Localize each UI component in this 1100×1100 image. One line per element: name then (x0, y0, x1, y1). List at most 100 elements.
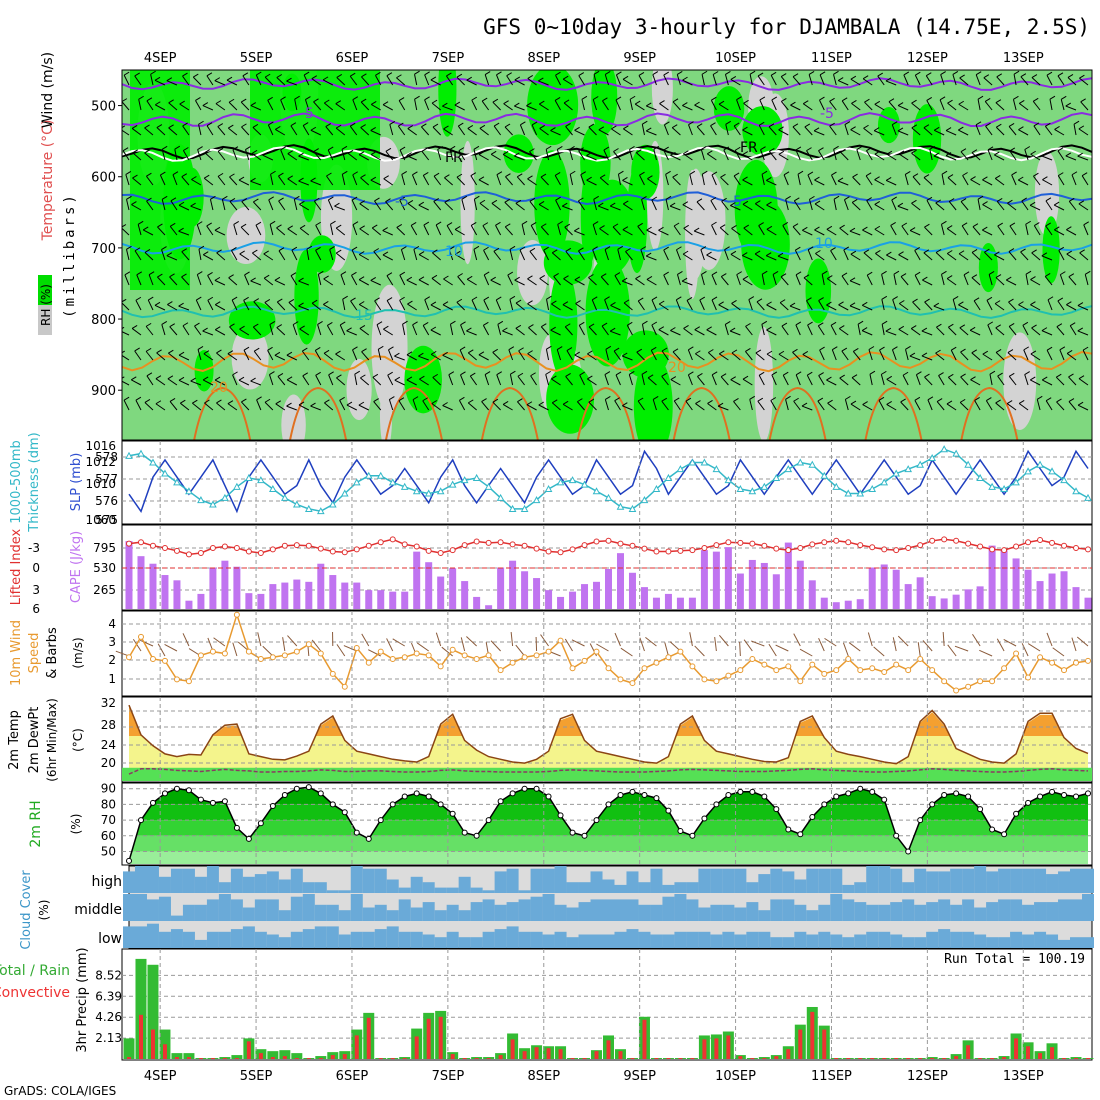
wind-barb-flag (730, 376, 736, 381)
cloud-bar (578, 934, 591, 948)
wind-barb-flag (233, 221, 240, 225)
wind10-speed-series (126, 611, 1091, 694)
wind10-barb (361, 633, 370, 647)
wind-barb (229, 176, 238, 186)
wind-barb (663, 274, 669, 286)
cloud-bar (866, 866, 879, 893)
wind-barb-flag (387, 371, 393, 376)
wind-barb (641, 324, 645, 336)
wind-barb-flag (497, 320, 504, 325)
series-point (497, 798, 504, 805)
tick-label: 576 (95, 494, 118, 508)
wind-barb (866, 274, 873, 286)
cloud-bar (566, 882, 579, 893)
wind-barb-flag (502, 400, 509, 405)
cloud-bar (482, 899, 495, 921)
cloud-bar (842, 937, 855, 948)
wind-barb-flag (505, 223, 511, 228)
wind-barb-flag (780, 73, 787, 78)
series-point (424, 489, 433, 497)
wind-barb-flag (214, 77, 221, 82)
series-point (317, 545, 324, 552)
wind-barb-flag (146, 172, 152, 177)
series-point (557, 812, 564, 819)
wind-barb-flag (1045, 197, 1052, 202)
wind-barb (179, 402, 190, 411)
wind-barb (456, 301, 466, 311)
wind-barb-flag (412, 171, 418, 176)
series-point (965, 540, 972, 547)
wind-barb-flag (1085, 270, 1091, 275)
wind-barb-flag (945, 152, 952, 157)
cloud-bar (338, 910, 351, 921)
precip-conv-bar (786, 1049, 791, 1059)
wind-barb (430, 329, 441, 336)
series-point (713, 542, 720, 549)
series-point (593, 538, 600, 545)
series-point (893, 661, 900, 668)
cloud-bar (626, 899, 639, 921)
wind-barb-flag (609, 202, 616, 207)
wind10-barb (490, 640, 501, 652)
wind10-barb (510, 632, 514, 647)
cape-bar (389, 591, 397, 609)
wind-barb (586, 155, 597, 161)
series-point (689, 547, 696, 554)
wind-barb (1011, 174, 1017, 186)
wind-barb-flag (683, 224, 689, 229)
wind-barb (849, 305, 861, 311)
wind-barb (658, 303, 669, 311)
wind-barb-flag (603, 146, 610, 151)
cloud-bar (818, 904, 831, 921)
series-point (1060, 476, 1068, 484)
wind-barb (458, 400, 466, 411)
series-point (617, 676, 624, 683)
series-point (161, 469, 169, 477)
wind-barb (229, 201, 238, 211)
wind-barb-flag (252, 123, 259, 128)
wind-barb-flag (742, 151, 749, 156)
wind-barb (1049, 99, 1053, 111)
wind-barb (1008, 326, 1017, 336)
wind-barb-flag (323, 300, 329, 305)
wind-barb (124, 274, 130, 286)
wind-barb (711, 374, 717, 386)
contour-label: FR (740, 140, 758, 156)
tick-label: 530 (93, 561, 116, 575)
wind-barb-flag (905, 170, 911, 175)
wind-barb (411, 174, 418, 186)
wind-barb-flag (1024, 371, 1030, 375)
wind-barb (383, 328, 393, 336)
wind-barb-flag (873, 127, 880, 132)
cape-bar (605, 569, 612, 609)
wind-barb (383, 178, 394, 186)
contour-label: 20 (668, 360, 686, 376)
series-point (400, 482, 409, 490)
wind-barb-flag (496, 371, 503, 376)
wind-barb-flag (711, 221, 717, 226)
wind-barb (546, 299, 550, 311)
wind-barb (301, 350, 310, 361)
wind-barb (514, 155, 525, 161)
wind-barb (144, 402, 154, 411)
wind-barb-flag (317, 321, 323, 325)
wind-barb-flag (142, 226, 149, 231)
series-point (197, 496, 205, 504)
wind-barb (658, 329, 669, 336)
wind-barb-flag (1078, 125, 1085, 130)
wind-barb-flag (721, 197, 727, 202)
wind-barb-flag (707, 400, 713, 404)
wind-barb-flag (921, 327, 928, 332)
series-point (737, 539, 744, 546)
wind-barb-flag (625, 248, 631, 252)
wind-barb (303, 74, 310, 86)
wind-barb-flag (923, 174, 930, 179)
wind-barb (995, 352, 1005, 361)
wind-barb-flag (579, 371, 585, 376)
wind-barb-flag (423, 221, 430, 226)
wind-barb-flag (166, 252, 173, 257)
wind-barb (359, 203, 370, 211)
wind-barb-flag (609, 327, 616, 332)
cloud-bar (410, 876, 423, 893)
wind-barb (1079, 77, 1089, 86)
